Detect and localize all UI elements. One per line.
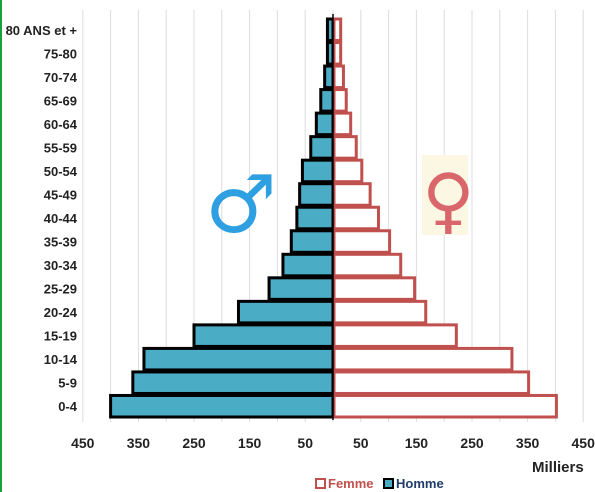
category-label: 0-4: [58, 399, 78, 414]
x-tick-label: 450: [572, 435, 595, 451]
legend-swatch-homme: [383, 478, 394, 489]
category-label: 40-44: [44, 211, 78, 226]
x-tick-label: 250: [182, 435, 206, 451]
bar-femme-15-19: [332, 323, 458, 348]
bar-femme-20-24: [332, 299, 428, 325]
category-label: 35-39: [44, 235, 77, 250]
category-label: 60-64: [44, 117, 78, 132]
bar-femme-55-59: [332, 135, 358, 160]
x-tick-label: 150: [405, 435, 429, 451]
male-symbol: ♂: [205, 158, 277, 251]
female-symbol: ♀: [422, 155, 475, 242]
bar-femme-35-39: [332, 229, 392, 254]
bar-femme-25-29: [332, 276, 417, 301]
bar-homme-20-24: [236, 299, 335, 325]
bar-femme-10-14: [332, 346, 514, 372]
x-tick-label: 450: [71, 435, 95, 451]
bar-homme-25-29: [267, 276, 335, 301]
bar-homme-75-80: [325, 41, 335, 66]
category-label: 10-14: [44, 352, 78, 367]
bar-homme-45-49: [298, 182, 335, 207]
bar-femme-50-54: [332, 158, 364, 184]
category-label: 80 ANS et +: [6, 23, 78, 38]
bar-femme-40-44: [332, 205, 380, 231]
category-label: 75-80: [44, 46, 77, 61]
bar-homme-35-39: [289, 229, 335, 254]
bar-femme-30-34: [332, 252, 403, 278]
x-tick-label: 50: [297, 435, 313, 451]
category-label: 25-29: [44, 282, 77, 297]
bar-homme-40-44: [295, 205, 335, 231]
category-label: 50-54: [44, 164, 78, 179]
left-border-line: [0, 0, 2, 492]
category-label: 20-24: [44, 305, 78, 320]
bar-homme-65-69: [319, 88, 335, 113]
bar-homme-30-34: [281, 252, 335, 278]
bar-femme-0-4: [332, 393, 558, 419]
category-label: 30-34: [44, 258, 78, 273]
category-label: 70-74: [44, 70, 78, 85]
female-symbol-glyph: ♀: [422, 158, 475, 242]
category-label: 15-19: [44, 329, 77, 344]
bar-homme-55-59: [309, 135, 335, 160]
bar-femme-65-69: [332, 88, 348, 113]
bar-femme-80-ans-et-+: [332, 17, 343, 43]
x-tick-label: 350: [516, 435, 540, 451]
bar-homme-15-19: [192, 323, 335, 348]
x-tick-label: 350: [127, 435, 151, 451]
category-label: 55-59: [44, 140, 77, 155]
bar-homme-70-74: [323, 64, 335, 90]
bar-homme-0-4: [109, 393, 335, 419]
bar-homme-50-54: [300, 158, 335, 184]
bar-femme-70-74: [332, 64, 345, 90]
x-tick-label: 150: [238, 435, 262, 451]
bar-homme-10-14: [142, 346, 335, 372]
category-label: 5-9: [58, 376, 77, 391]
bar-femme-5-9: [332, 370, 531, 395]
bar-femme-60-64: [332, 111, 353, 137]
category-label: 45-49: [44, 187, 77, 202]
x-tick-label: 250: [460, 435, 484, 451]
bar-homme-60-64: [314, 111, 335, 137]
bar-homme-5-9: [131, 370, 335, 395]
legend-label-homme: Homme: [396, 476, 444, 491]
bar-femme-45-49: [332, 182, 372, 207]
category-label: 65-69: [44, 93, 77, 108]
bar-homme-80-ans-et-+: [325, 17, 335, 43]
legend-swatch-femme: [315, 478, 326, 489]
bar-femme-75-80: [332, 41, 343, 66]
male-symbol-glyph: ♂: [205, 158, 277, 251]
unit-label: Milliers: [532, 459, 584, 476]
chart-legend: Femme Homme: [315, 476, 444, 491]
female-symbol-background: [422, 155, 468, 235]
legend-label-femme: Femme: [328, 476, 374, 491]
x-tick-label: 50: [353, 435, 369, 451]
